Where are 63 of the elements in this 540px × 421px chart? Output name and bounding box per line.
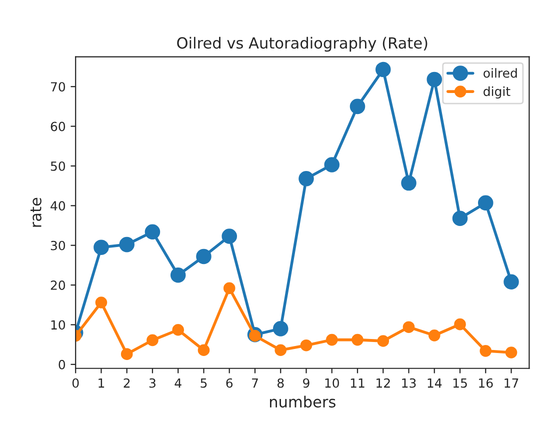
y-tick-label: 50: [50, 161, 66, 171]
x-tick-label: 7: [252, 378, 258, 388]
x-tick-label: 13: [402, 378, 416, 388]
point: [196, 248, 212, 264]
x-tick-label: 15: [453, 378, 467, 388]
x-tick-label: 3: [149, 378, 156, 388]
point: [300, 339, 312, 352]
x-tick-label: 9: [303, 378, 310, 388]
x-tick-label: 5: [200, 378, 207, 388]
y-tick-label: 10: [51, 320, 66, 330]
point: [352, 334, 364, 346]
x-tick-label: 8: [277, 378, 284, 388]
point: [95, 296, 108, 308]
point: [324, 157, 340, 172]
point: [478, 195, 494, 211]
x-tick-label: 16: [479, 378, 493, 388]
point: [426, 72, 442, 88]
x-axis-title: numbers: [270, 396, 336, 408]
point: [198, 344, 210, 356]
point: [146, 334, 158, 346]
x-tick-label: 2: [124, 378, 130, 388]
point: [119, 236, 134, 252]
y-axis-title: rate: [30, 198, 42, 227]
x-tick-label: 11: [350, 378, 364, 388]
y-tick-label: 70: [50, 82, 66, 92]
point: [170, 267, 186, 283]
chart-title: Oilred vs Autoradiography (Rate): [177, 36, 428, 52]
x-tick-label: 6: [226, 378, 233, 388]
point: [428, 330, 440, 342]
point: [375, 62, 391, 78]
y-tick-label: 60: [50, 122, 66, 132]
point: [172, 324, 184, 336]
point: [326, 334, 338, 346]
y-tick-label: 30: [50, 240, 66, 250]
point: [144, 224, 160, 240]
point: [94, 240, 109, 255]
y-tick-label: 0: [58, 360, 66, 370]
x-tick-label: 17: [504, 378, 518, 388]
x-tick-label: 0: [72, 378, 79, 388]
point: [504, 274, 519, 290]
point: [402, 321, 415, 334]
legend-label: oilred: [484, 68, 517, 78]
point: [377, 335, 390, 347]
point: [505, 346, 518, 358]
y-tick-label: 20: [50, 280, 66, 290]
point: [401, 175, 416, 191]
point: [222, 228, 237, 244]
point: [298, 171, 314, 186]
point: [223, 282, 236, 294]
legend-label: digit: [484, 86, 510, 99]
x-tick-label: 4: [174, 378, 182, 388]
x-tick-label: 10: [325, 378, 339, 388]
point: [274, 344, 287, 356]
point: [350, 98, 366, 114]
point: [452, 210, 468, 226]
x-tick-label: 14: [428, 378, 442, 388]
y-tick-label: 40: [50, 201, 66, 211]
x-tick-label: 1: [98, 378, 104, 388]
point: [120, 348, 133, 360]
point: [454, 318, 466, 330]
point: [272, 321, 288, 336]
point: [480, 345, 492, 357]
x-tick-label: 12: [376, 378, 390, 388]
